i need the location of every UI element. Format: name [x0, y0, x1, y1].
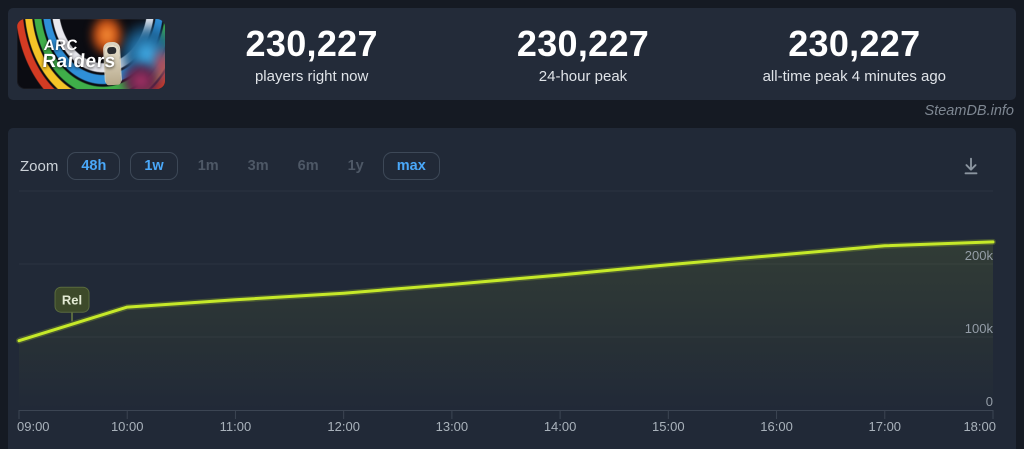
stats-header: ARC Raiders 230,227 players right now 23… — [8, 8, 1016, 100]
players-chart[interactable]: 09:00 10:00 11:00 12:00 13:00 14:00 15:00 16:00… — [8, 190, 1016, 449]
stat-24h-peak: 230,227 24-hour peak — [447, 8, 718, 100]
x-axis-label: 09:00 — [17, 419, 50, 434]
download-chart-button[interactable] — [960, 155, 982, 177]
zoom-button-6m: 6m — [288, 152, 329, 181]
x-axis-label: 18:00 — [963, 419, 996, 434]
steamdb-watermark: SteamDB.info — [924, 103, 1014, 119]
zoom-button-group: 48h 1w 1m 3m 6m 1y max — [67, 151, 449, 181]
y-axis-label: 100k — [965, 321, 994, 336]
x-axis-label: 13:00 — [436, 419, 469, 434]
download-icon — [964, 157, 978, 175]
zoom-button-3m: 3m — [238, 152, 279, 181]
x-axis-label: 16:00 — [760, 419, 793, 434]
zoom-button-1y: 1y — [338, 152, 374, 181]
chart-panel: Zoom 48h 1w 1m 3m 6m 1y max 09:00 10:00 11:00 12:… — [8, 128, 1016, 449]
stat-current-players: 230,227 players right now — [176, 8, 447, 100]
x-axis-label: 15:00 — [652, 419, 685, 434]
player-count-line — [17, 240, 995, 343]
zoom-button-1w[interactable]: 1w — [130, 151, 178, 181]
x-axis-label: 17:00 — [869, 419, 902, 434]
zoom-button-48h[interactable]: 48h — [67, 151, 121, 181]
player-count-area — [19, 241, 993, 410]
current-players-label: players right now — [254, 68, 369, 85]
y-axis-label: 0 — [986, 394, 993, 409]
peak-24h-value: 230,227 — [516, 23, 650, 64]
x-axis-label: 14:00 — [544, 419, 577, 434]
game-logo: ARC Raiders — [41, 37, 118, 73]
release-badge[interactable] — [54, 286, 90, 313]
x-axis-label: 11:00 — [220, 419, 252, 434]
stat-alltime-peak: 230,227 all-time peak 4 minutes ago — [719, 8, 990, 100]
zoom-button-1m: 1m — [188, 152, 229, 181]
current-players-value: 230,227 — [245, 23, 378, 64]
release-badge-label: Rel — [62, 293, 82, 308]
alltime-peak-label: all-time peak 4 minutes ago — [762, 68, 947, 85]
chart-toolbar: Zoom 48h 1w 1m 3m 6m 1y max — [20, 150, 1004, 182]
game-banner[interactable]: ARC Raiders — [17, 19, 165, 89]
x-axis-label: 10:00 — [111, 419, 144, 434]
peak-24h-label: 24-hour peak — [538, 68, 628, 85]
zoom-button-max[interactable]: max — [382, 151, 440, 181]
stats-row: 230,227 players right now 230,227 24-hou… — [176, 8, 990, 100]
release-marker[interactable]: Rel — [54, 286, 90, 313]
game-logo-line2: Raiders — [41, 51, 117, 73]
banner-glow-red — [151, 45, 165, 85]
x-axis-label: 12:00 — [327, 419, 360, 434]
zoom-range-label: Zoom — [20, 157, 59, 175]
y-axis-label: 200k — [965, 248, 994, 263]
alltime-peak-value: 230,227 — [788, 23, 921, 64]
